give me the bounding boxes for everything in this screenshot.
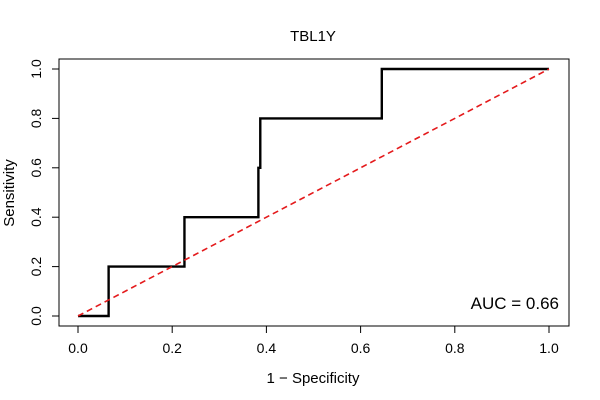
chance-line [77, 68, 550, 317]
roc-curve-line [78, 67, 549, 318]
x-tick-label: 0.0 [68, 340, 88, 356]
x-axis: 0.0 0.2 0.4 0.6 0.8 1.0 [68, 325, 559, 356]
series-layer [77, 67, 550, 318]
y-axis-label: Sensitivity [1, 159, 18, 227]
y-axis: 0.0 0.2 0.4 0.6 0.8 1.0 [28, 59, 60, 326]
y-tick-label: 0.8 [28, 108, 44, 128]
y-tick-label: 0.6 [28, 158, 44, 178]
x-tick-label: 1.0 [539, 340, 559, 356]
x-tick-label: 0.4 [257, 340, 277, 356]
chart-title: TBL1Y [290, 28, 336, 45]
x-tick-label: 0.6 [351, 340, 371, 356]
y-tick-label: 0.2 [28, 257, 44, 277]
auc-annotation: AUC = 0.66 [471, 294, 559, 313]
y-tick-label: 0.4 [28, 207, 44, 227]
x-tick-label: 0.8 [445, 340, 465, 356]
x-tick-label: 0.2 [162, 340, 182, 356]
y-tick-label: 0.0 [28, 306, 44, 326]
y-tick-label: 1.0 [28, 59, 44, 79]
x-axis-label: 1 − Specificity [267, 370, 360, 387]
